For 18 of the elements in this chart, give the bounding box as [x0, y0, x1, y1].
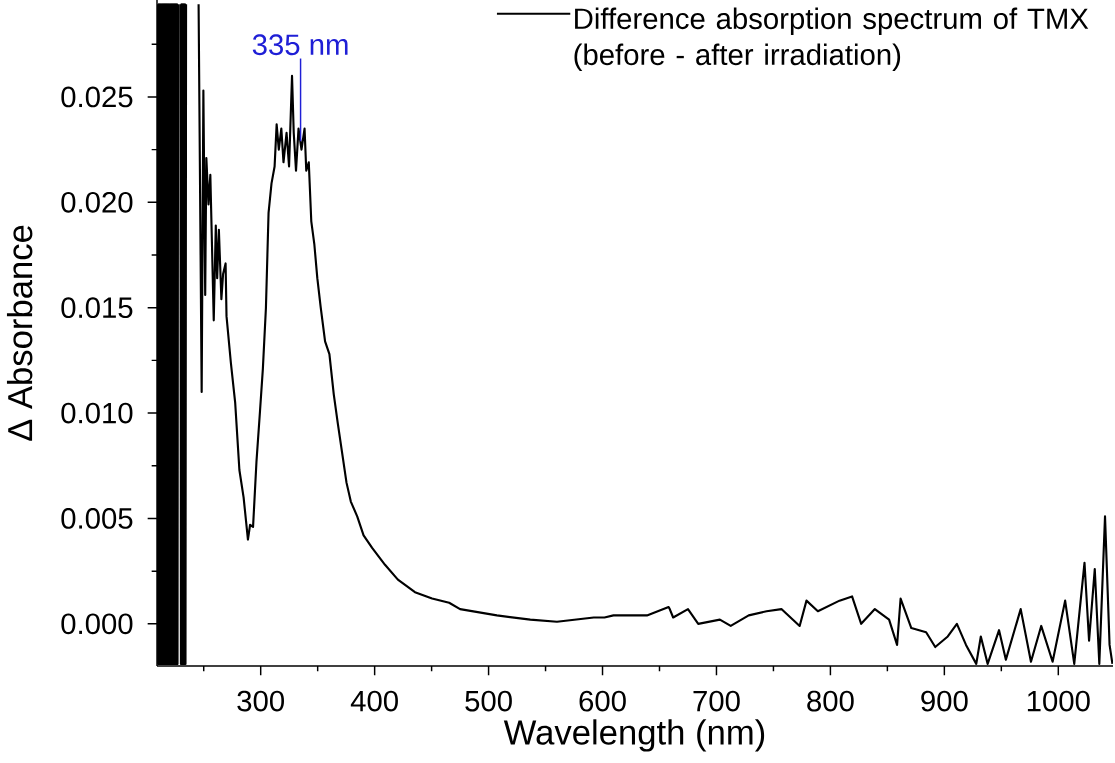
- x-tick-label: 300: [237, 690, 284, 712]
- x-tick-label: 700: [693, 690, 740, 712]
- x-tick-label: 400: [350, 690, 398, 712]
- x-tick-label: 600: [579, 690, 626, 712]
- y-tick-label: 0.010: [61, 402, 133, 424]
- y-axis-title: Δ Absorbance: [6, 225, 33, 441]
- y-tick-label: 0.020: [61, 191, 133, 213]
- y-tick-label: 0.005: [61, 508, 133, 529]
- x-tick-label: 800: [807, 690, 854, 712]
- x-axis-title: Wavelength (nm): [503, 719, 765, 752]
- y-tick-label: 0.000: [61, 613, 133, 635]
- y-tick-label: 0.015: [61, 297, 133, 319]
- x-tick-label: 1000: [1027, 690, 1090, 712]
- x-tick-label: 900: [921, 690, 968, 712]
- y-tick-label: 0.025: [61, 86, 133, 108]
- annotation: 335 nm: [252, 34, 348, 56]
- x-tick-label: 500: [465, 690, 512, 712]
- legend-label: Difference absorption spectrum of TMX (before - after irradiation): [574, 7, 1089, 71]
